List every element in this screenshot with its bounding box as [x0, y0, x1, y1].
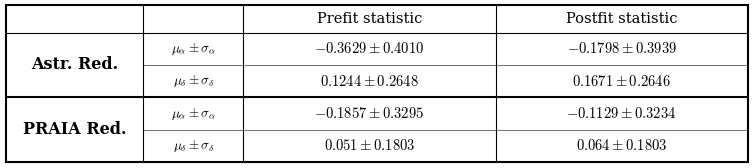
- Text: $-0.3629 \pm 0.4010$: $-0.3629 \pm 0.4010$: [314, 41, 425, 56]
- Text: $-0.1798 \pm 0.3939$: $-0.1798 \pm 0.3939$: [566, 41, 677, 56]
- Text: $\mu_{\alpha} \pm \sigma_{\alpha}$: $\mu_{\alpha} \pm \sigma_{\alpha}$: [171, 41, 215, 57]
- Text: Postfit statistic: Postfit statistic: [566, 12, 678, 26]
- Text: $\mu_{\alpha} \pm \sigma_{\alpha}$: $\mu_{\alpha} \pm \sigma_{\alpha}$: [171, 106, 215, 121]
- Text: $0.1671 \pm 0.2646$: $0.1671 \pm 0.2646$: [572, 74, 671, 89]
- Text: $-0.1857 \pm 0.3295$: $-0.1857 \pm 0.3295$: [315, 106, 425, 121]
- Text: PRAIA Red.: PRAIA Red.: [23, 121, 127, 138]
- Text: $\mu_{\delta} \pm \sigma_{\delta}$: $\mu_{\delta} \pm \sigma_{\delta}$: [172, 138, 214, 154]
- Text: $0.1244 \pm 0.2648$: $0.1244 \pm 0.2648$: [320, 74, 419, 89]
- Text: Prefit statistic: Prefit statistic: [317, 12, 422, 26]
- Text: $-0.1129 \pm 0.3234$: $-0.1129 \pm 0.3234$: [566, 106, 677, 121]
- Text: Astr. Red.: Astr. Red.: [31, 56, 118, 73]
- Text: $0.051 \pm 0.1803$: $0.051 \pm 0.1803$: [324, 138, 415, 153]
- Text: $\mu_{\delta} \pm \sigma_{\delta}$: $\mu_{\delta} \pm \sigma_{\delta}$: [172, 73, 214, 89]
- Text: $0.064 \pm 0.1803$: $0.064 \pm 0.1803$: [576, 138, 667, 153]
